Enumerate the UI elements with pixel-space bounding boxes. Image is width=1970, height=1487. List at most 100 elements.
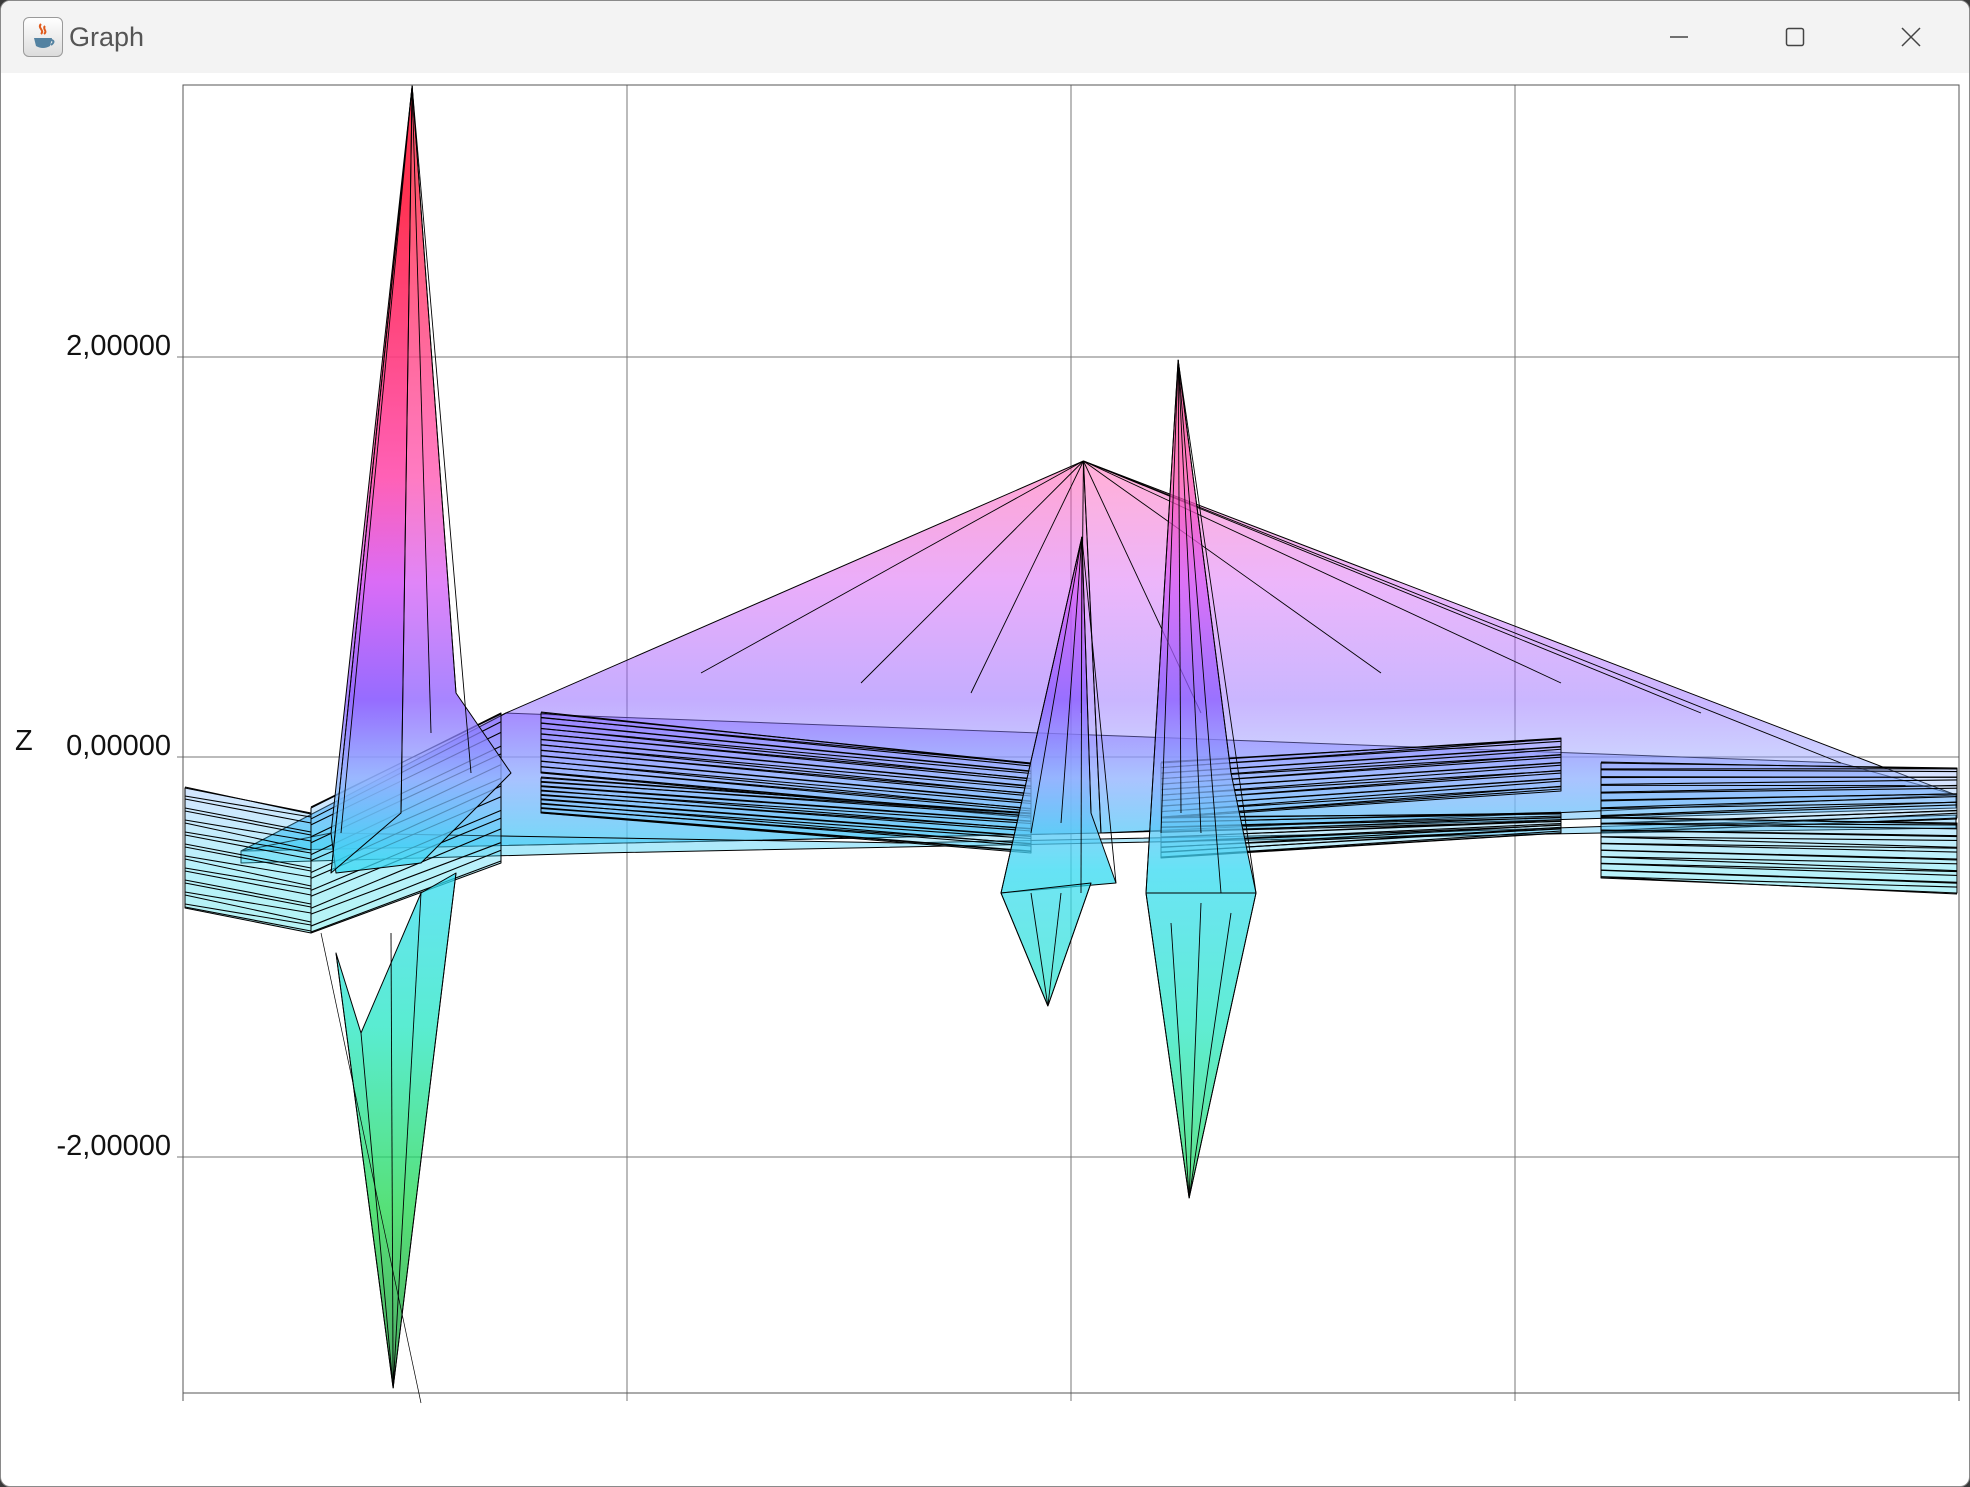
mesh-strand <box>184 798 312 824</box>
mesh-strand <box>1600 823 1958 830</box>
mesh-strand <box>184 867 312 890</box>
minimize-icon <box>1670 36 1688 38</box>
pyramid-edge <box>1083 460 1562 684</box>
mesh-strand <box>540 744 1032 790</box>
mesh-strand <box>184 786 312 815</box>
spike-edge <box>1000 536 1083 894</box>
plot-area[interactable]: Z 2,00000 0,00000 -2,00000 <box>1 73 1969 1486</box>
mesh-strand <box>310 842 502 915</box>
pyramid-edge <box>700 460 1084 674</box>
mesh-strand <box>184 858 312 887</box>
surface-mesh <box>184 85 1958 1404</box>
mesh-strand <box>1600 843 1958 853</box>
spike-edge <box>1080 536 1083 894</box>
pyramid-edge <box>1083 460 1842 764</box>
pyramid-edge <box>860 460 1084 684</box>
mesh-strand <box>1600 804 1958 817</box>
spike-edge <box>392 872 457 1389</box>
mesh-strand <box>540 765 1032 812</box>
mesh-strand <box>1600 793 1958 802</box>
mesh-strand <box>540 811 1032 852</box>
mesh-strand <box>1600 836 1958 841</box>
minimize-button[interactable] <box>1621 1 1737 73</box>
close-button[interactable] <box>1853 1 1969 73</box>
mesh-strand <box>1600 876 1958 888</box>
mesh-strand <box>1600 869 1958 884</box>
mesh-strand <box>540 728 1032 775</box>
mesh-strand <box>1600 822 1958 826</box>
y-tick-label: 0,00000 <box>66 730 171 762</box>
mesh-strand <box>540 812 1032 853</box>
spike-edge <box>411 85 432 734</box>
mesh-strand <box>184 843 312 869</box>
mesh-strand <box>540 716 1032 767</box>
mesh-strand <box>184 855 312 878</box>
title-bar[interactable]: Graph <box>1 1 1969 73</box>
pyramid-edge <box>1083 460 1382 674</box>
spike-edge <box>1188 892 1257 1199</box>
spike-edge <box>411 85 457 694</box>
pyramid-edge <box>970 460 1084 694</box>
mesh-strand <box>1600 849 1958 861</box>
mesh-strand <box>184 879 312 905</box>
spike-edge <box>1160 359 1179 834</box>
spike-edge <box>330 85 413 874</box>
mesh-strand <box>1600 842 1958 849</box>
spike-edge <box>1188 902 1202 1199</box>
mesh-strand <box>184 831 312 854</box>
mesh-strand <box>1600 779 1958 785</box>
left-spike-lower <box>335 872 457 1389</box>
spike-edge <box>1177 359 1222 894</box>
spike-edge <box>400 85 413 814</box>
maximize-button[interactable] <box>1737 1 1853 73</box>
spike-edge <box>1000 892 1049 1007</box>
mesh-strand <box>184 882 312 908</box>
mesh-strand <box>1600 863 1958 876</box>
spike-edge <box>411 85 472 774</box>
y-tick-label: 2,00000 <box>66 330 171 362</box>
mesh-strand <box>184 807 312 833</box>
spike-edge <box>1030 536 1083 834</box>
spike-edge <box>1060 536 1083 824</box>
mesh-strand <box>184 894 312 923</box>
spike-edge <box>1177 359 1232 774</box>
mesh-strand <box>1600 862 1958 873</box>
java-coffee-cup-icon <box>23 17 63 57</box>
mesh-strand <box>540 793 1032 832</box>
y-axis: Z 2,00000 0,00000 -2,00000 <box>15 330 171 1162</box>
mesh-strand <box>540 755 1032 802</box>
window-title: Graph <box>69 21 145 52</box>
spike-edge <box>1170 922 1190 1199</box>
spike-edge <box>1145 892 1190 1199</box>
mesh-strand <box>1600 787 1958 794</box>
mesh-strand <box>1600 816 1958 825</box>
mesh-strand <box>540 733 1032 782</box>
mesh-strand <box>1600 836 1958 848</box>
mesh-strand <box>184 846 312 872</box>
mesh-strand <box>540 749 1032 797</box>
mesh-strand <box>184 810 312 836</box>
spike-edge <box>1177 359 1202 834</box>
mesh-strand <box>184 891 312 914</box>
mesh-strand <box>310 849 502 927</box>
y-axis-label: Z <box>15 725 33 757</box>
mesh-strand <box>1600 801 1958 817</box>
mesh-strand <box>540 786 1032 823</box>
spike-edge <box>1047 882 1092 1007</box>
center-spike-lower <box>1000 882 1092 1007</box>
mesh-strand <box>540 799 1032 838</box>
mesh-strand <box>184 903 312 926</box>
maximize-icon <box>1785 27 1805 47</box>
plot-frame <box>182 84 1960 1394</box>
spike-edge <box>1145 359 1179 894</box>
mesh-strand <box>1600 769 1958 773</box>
mesh-strand <box>184 906 312 932</box>
mesh-strand <box>1600 761 1958 770</box>
mesh-strand <box>1600 829 1958 838</box>
spike-edge <box>390 932 394 1389</box>
spike-edge <box>335 952 394 1389</box>
right-spike-lower <box>1145 892 1257 1199</box>
spike-edge <box>340 85 413 834</box>
surface-chart[interactable]: Z 2,00000 0,00000 -2,00000 <box>1 73 1969 1486</box>
